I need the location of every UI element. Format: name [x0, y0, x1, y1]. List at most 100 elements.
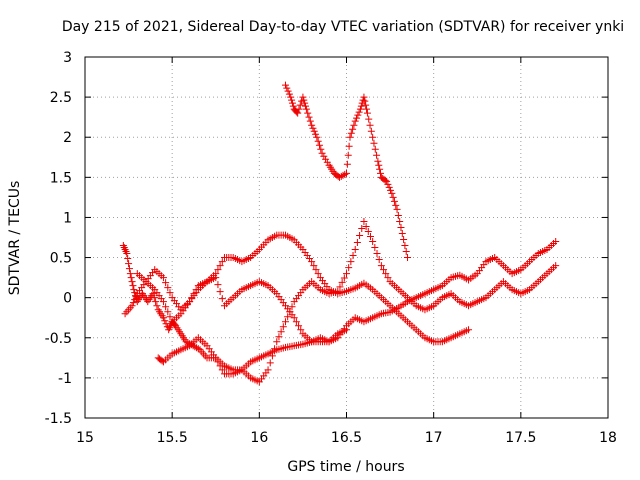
data-point [362, 101, 370, 109]
data-point [304, 109, 312, 117]
y-tick-label: 0.5 [50, 251, 72, 267]
data-point [159, 314, 167, 322]
data-point [214, 281, 222, 289]
data-point [361, 97, 369, 105]
data-point [384, 180, 392, 188]
data-point [289, 102, 297, 110]
data-point [153, 302, 161, 310]
series-track-5 [281, 81, 412, 262]
data-point [188, 294, 196, 302]
data-point [273, 338, 281, 346]
data-point [359, 96, 367, 104]
data-point [305, 113, 313, 121]
data-point [349, 252, 357, 260]
data-point [214, 358, 222, 366]
data-point [292, 318, 300, 326]
data-point [186, 298, 194, 306]
data-point [385, 183, 393, 191]
data-point [369, 133, 377, 141]
data-point [394, 211, 402, 219]
data-point [161, 317, 169, 325]
data-point [310, 262, 318, 270]
data-point [381, 176, 389, 184]
data-point [388, 189, 396, 197]
data-point [214, 266, 222, 274]
data-point [314, 270, 322, 278]
data-point [287, 93, 295, 101]
data-point [216, 288, 224, 296]
data-point [308, 121, 316, 129]
data-point [390, 197, 398, 205]
y-tick-label: 3 [63, 50, 72, 66]
data-point [158, 357, 166, 365]
data-point [371, 145, 379, 153]
data-point [302, 105, 310, 113]
data-point [351, 117, 359, 125]
data-point [271, 345, 279, 353]
data-point [313, 133, 321, 141]
data-point [334, 287, 342, 295]
data-point [350, 121, 358, 129]
x-tick-label: 16.5 [331, 430, 362, 446]
data-point [132, 293, 140, 301]
data-point [152, 298, 160, 306]
data-point [362, 222, 370, 230]
data-point [353, 114, 361, 122]
data-point [347, 129, 355, 137]
data-point [190, 290, 198, 298]
data-point [127, 274, 135, 282]
data-point [129, 282, 137, 290]
data-point [284, 87, 292, 95]
data-point [465, 326, 473, 334]
data-point [212, 274, 220, 282]
x-tick-label: 17.5 [505, 430, 536, 446]
data-points [119, 81, 560, 386]
data-point [306, 117, 314, 125]
series-track-3 [133, 238, 560, 346]
data-point [264, 366, 272, 374]
data-point [296, 101, 304, 109]
y-tick-label: 0 [63, 291, 72, 307]
data-point [288, 303, 296, 311]
data-point [124, 255, 132, 263]
y-axis-title: SDTVAR / TECUs [7, 181, 23, 296]
data-point [360, 93, 368, 101]
data-point [128, 278, 136, 286]
data-point [373, 250, 381, 258]
data-point [129, 299, 137, 307]
data-point [366, 121, 374, 129]
data-point [343, 169, 350, 177]
x-tick-label: 16 [250, 430, 268, 446]
data-point [149, 290, 157, 298]
data-point [347, 258, 355, 266]
data-point [374, 157, 382, 165]
data-point [315, 141, 323, 149]
data-point [290, 314, 298, 322]
data-point [398, 229, 406, 237]
data-point [369, 238, 377, 246]
data-point [322, 155, 330, 163]
data-point [123, 250, 131, 258]
data-point [301, 99, 309, 107]
data-point [384, 274, 392, 282]
series-track-4 [154, 217, 560, 386]
data-point [159, 298, 167, 306]
data-point [266, 359, 274, 367]
data-point [552, 238, 560, 246]
data-point [400, 236, 408, 244]
data-point [166, 289, 174, 297]
data-point [404, 254, 412, 262]
x-tick-labels: 15 15.5 16 16.5 17 17.5 18 [76, 430, 617, 446]
data-point [354, 111, 362, 119]
data-point [218, 295, 226, 303]
data-point [336, 283, 344, 291]
data-point [343, 160, 351, 168]
data-point [382, 270, 390, 278]
y-tick-label: 2.5 [50, 90, 72, 106]
data-point [164, 308, 172, 316]
data-point [341, 170, 349, 178]
data-point [285, 90, 293, 98]
data-point [216, 362, 224, 370]
data-point [346, 133, 354, 141]
